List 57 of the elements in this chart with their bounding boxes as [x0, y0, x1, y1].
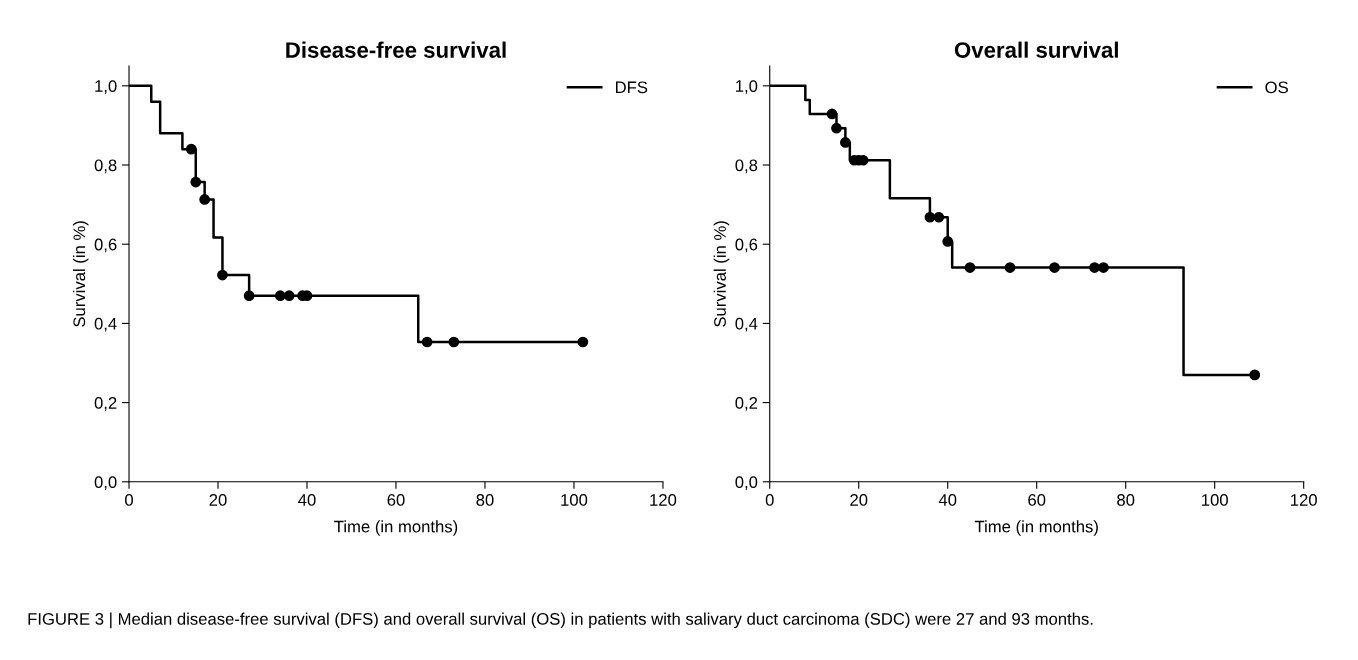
- caption: FIGURE 3 | Median disease-free survival (DFS) and overall survival (OS) in patients with salivary duct carcinoma (SDC) were 27 and 93 months.: [28, 612, 1093, 629]
- x-tick-label: 100: [1202, 494, 1228, 506]
- point: [924, 211, 936, 223]
- point: [1049, 262, 1060, 273]
- x-tick-label: 0: [765, 494, 774, 506]
- x-tick-label: 80: [1117, 494, 1135, 506]
- x-tick-label: 40: [298, 494, 316, 506]
- x-axis-title: Time (in months): [334, 520, 458, 536]
- y-tick-label: 0,0: [735, 476, 758, 490]
- legend-label: DFS: [615, 81, 648, 94]
- x-tick-label: 0: [125, 494, 133, 506]
- y-axis-title: Survival (in %): [713, 221, 730, 327]
- point: [217, 269, 228, 281]
- point: [243, 290, 255, 302]
- y-tick-label: 0,0: [94, 476, 117, 490]
- point: [1249, 369, 1261, 381]
- x-tick-label: 20: [209, 494, 227, 506]
- point: [933, 211, 945, 223]
- point: [1089, 262, 1100, 273]
- y-tick-label: 1,0: [95, 80, 117, 94]
- point: [1004, 262, 1016, 273]
- point: [190, 176, 202, 188]
- x-axis-title: Time (in months): [974, 520, 1098, 536]
- x-tick-label: 60: [1028, 494, 1046, 506]
- point: [964, 262, 976, 273]
- point: [826, 108, 838, 120]
- chart-title: Overall survival: [954, 41, 1118, 58]
- y-tick-label: 0,6: [94, 238, 117, 253]
- point: [448, 336, 460, 348]
- legend-label: OS: [1265, 81, 1288, 94]
- point: [199, 194, 211, 205]
- point: [840, 137, 851, 148]
- y-tick-label: 0,4: [94, 317, 117, 332]
- x-tick-label: 100: [561, 494, 588, 506]
- y-tick-label: 0,6: [735, 238, 758, 253]
- y-axis-title: Survival (in %): [72, 221, 89, 327]
- point: [577, 336, 589, 348]
- y-tick-label: 0,2: [735, 397, 758, 411]
- point: [831, 122, 842, 134]
- x-tick-label: 40: [938, 494, 957, 506]
- y-tick-label: 0,2: [94, 397, 117, 411]
- y-tick-label: 0,4: [735, 317, 758, 332]
- point: [283, 290, 295, 302]
- chart-title: Disease-free survival: [286, 41, 506, 58]
- x-tick-label: 60: [387, 494, 405, 506]
- y-tick-label: 0,8: [94, 159, 117, 174]
- y-tick-label: 0,8: [735, 159, 758, 174]
- point: [421, 336, 433, 348]
- x-tick-label: 20: [850, 494, 868, 506]
- point: [942, 236, 954, 247]
- point: [274, 290, 286, 302]
- x-tick-label: 120: [1291, 494, 1317, 506]
- point: [185, 143, 197, 155]
- x-tick-label: 80: [476, 494, 494, 506]
- x-tick-label: 120: [650, 494, 677, 506]
- point: [1098, 262, 1109, 273]
- y-tick-label: 1,0: [736, 80, 758, 94]
